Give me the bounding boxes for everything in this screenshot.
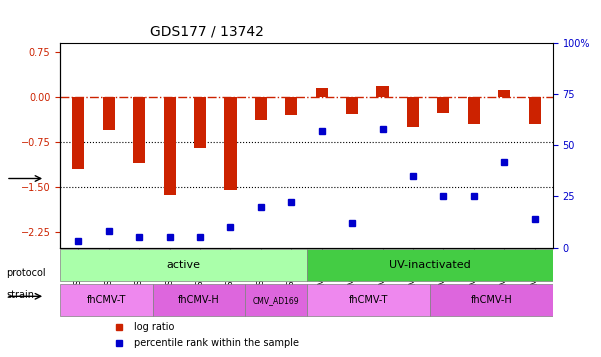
Bar [468,97,480,124]
Bar [133,97,145,163]
Text: percentile rank within the sample: percentile rank within the sample [134,338,299,348]
Text: protocol: protocol [6,268,46,278]
Bar [255,97,267,120]
Bar [224,97,237,190]
Bar [285,97,297,115]
FancyBboxPatch shape [153,285,245,316]
FancyBboxPatch shape [430,285,553,316]
Text: strain: strain [6,290,34,300]
Text: UV-inactivated: UV-inactivated [389,260,471,270]
Bar [407,97,419,127]
Bar [194,97,206,148]
Text: log ratio: log ratio [134,322,174,332]
FancyBboxPatch shape [60,249,307,281]
Text: GDS177 / 13742: GDS177 / 13742 [150,25,264,39]
FancyBboxPatch shape [307,285,430,316]
FancyBboxPatch shape [60,285,153,316]
Text: CMV_AD169: CMV_AD169 [252,296,299,305]
Bar [316,88,328,97]
Text: active: active [166,260,200,270]
Bar [438,97,450,113]
Bar [346,97,358,114]
Bar [529,97,541,124]
FancyBboxPatch shape [307,249,553,281]
Bar [72,97,84,169]
Text: fhCMV-T: fhCMV-T [349,295,388,305]
Bar [103,97,115,130]
Bar [498,90,510,97]
Text: fhCMV-H: fhCMV-H [471,295,512,305]
Text: fhCMV-T: fhCMV-T [87,295,126,305]
Bar [376,86,389,97]
FancyBboxPatch shape [245,285,307,316]
Bar [163,97,175,195]
Text: fhCMV-H: fhCMV-H [178,295,219,305]
